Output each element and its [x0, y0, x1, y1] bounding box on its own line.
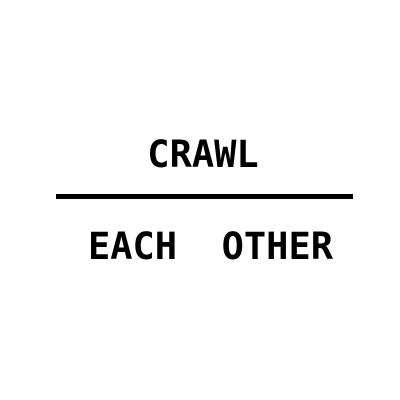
bottom-words: EACH OTHER [87, 225, 334, 268]
fraction-line [56, 194, 353, 199]
top-word: CRAWL [147, 133, 259, 176]
